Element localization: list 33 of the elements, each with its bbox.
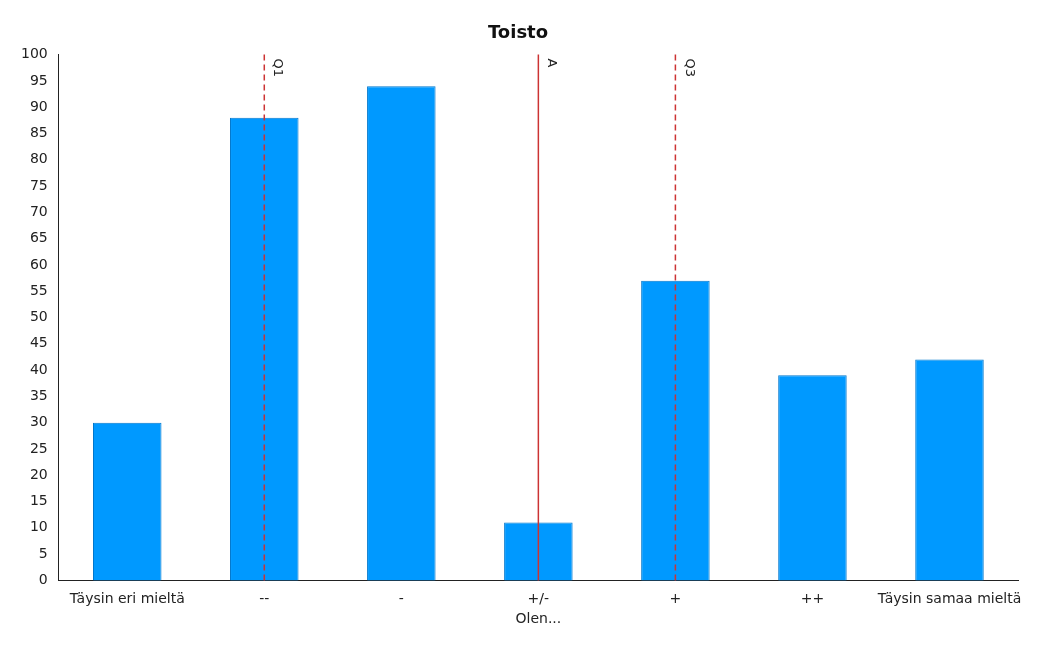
y-tick-label: 0 xyxy=(38,571,48,588)
y-tick-label: 25 xyxy=(29,439,48,456)
y-tick-label: 70 xyxy=(29,202,48,219)
x-tick-label: Täysin samaa mieltä xyxy=(876,590,1022,607)
y-tick-label: 60 xyxy=(29,255,48,272)
y-tick-label: 65 xyxy=(29,229,48,246)
ref-line-label: Q1 xyxy=(271,58,287,78)
y-tick-label: 85 xyxy=(29,124,48,141)
y-tick-label: 80 xyxy=(29,150,48,167)
y-tick-label: 5 xyxy=(38,544,48,561)
x-tick-label: ++ xyxy=(800,590,825,607)
ref-line-label: Q3 xyxy=(682,58,698,78)
x-axis-title: Olen... xyxy=(515,610,562,627)
y-tick-label: 75 xyxy=(29,176,48,193)
y-tick-label: 30 xyxy=(29,413,48,430)
x-tick-label: +/- xyxy=(527,590,550,607)
y-tick-label: 45 xyxy=(29,334,48,351)
y-tick-label: 55 xyxy=(29,281,48,298)
x-tick-label: - xyxy=(398,590,404,607)
ref-line-label: A xyxy=(545,58,561,68)
y-tick-label: 35 xyxy=(29,387,48,404)
y-tick-label: 90 xyxy=(29,97,48,114)
y-tick-label: 10 xyxy=(29,518,48,535)
y-tick-label: 50 xyxy=(29,308,48,325)
y-tick-label: 20 xyxy=(29,465,48,482)
y-tick-label: 100 xyxy=(20,45,48,62)
y-tick-label: 95 xyxy=(29,71,48,88)
x-tick-label: + xyxy=(669,590,682,607)
y-tick-label: 40 xyxy=(29,360,48,377)
y-tick-label: 15 xyxy=(29,492,48,509)
x-tick-label: -- xyxy=(259,590,270,607)
chart-title: Toisto xyxy=(487,21,549,43)
x-tick-label: Täysin eri mieltä xyxy=(68,590,185,607)
